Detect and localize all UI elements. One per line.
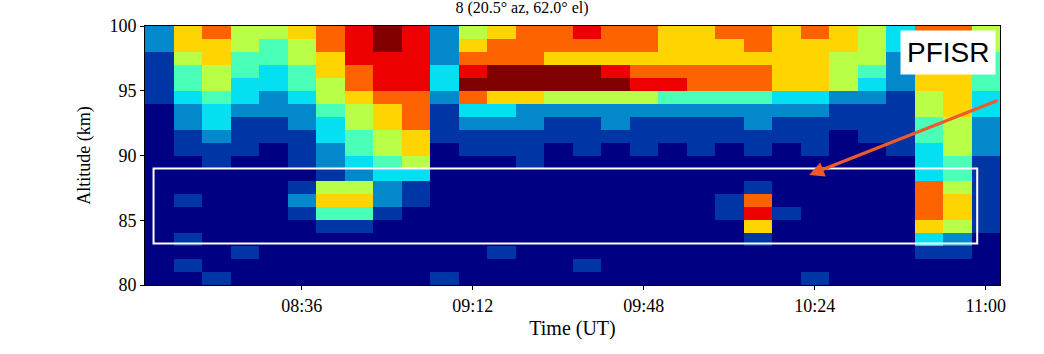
svg-text:08:36: 08:36 xyxy=(281,296,322,316)
svg-text:95: 95 xyxy=(118,81,136,101)
svg-text:09:48: 09:48 xyxy=(623,296,664,316)
svg-text:80: 80 xyxy=(118,275,136,295)
svg-text:PFISR: PFISR xyxy=(907,37,989,68)
svg-text:11:00: 11:00 xyxy=(966,296,1006,316)
svg-text:Time (UT): Time (UT) xyxy=(529,317,615,340)
svg-text:8 (20.5° az, 62.0° el): 8 (20.5° az, 62.0° el) xyxy=(455,0,588,17)
svg-text:90: 90 xyxy=(118,146,136,166)
svg-text:85: 85 xyxy=(118,211,136,231)
svg-text:10:24: 10:24 xyxy=(794,296,835,316)
svg-text:100: 100 xyxy=(109,16,136,36)
svg-text:Altitude (km): Altitude (km) xyxy=(74,106,95,204)
svg-text:09:12: 09:12 xyxy=(452,296,493,316)
